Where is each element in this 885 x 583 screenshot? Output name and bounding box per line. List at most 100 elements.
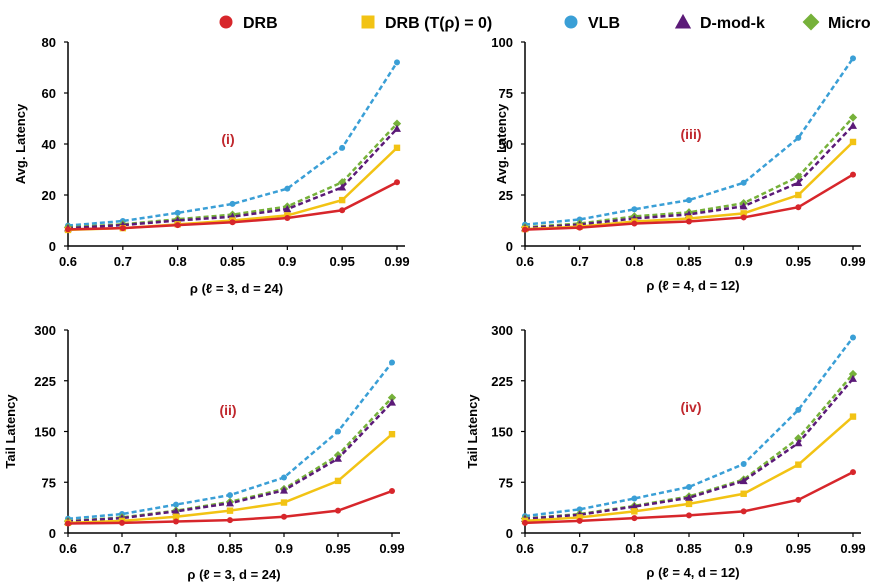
x-axis-label: ρ (ℓ = 4, d = 12)	[646, 565, 739, 580]
legend: DRB DRB (T(ρ) = 0) VLB D-mod-k Micro	[219, 13, 871, 32]
series-drb-t-0	[521, 413, 857, 525]
legend-item-drb-t-0: DRB (T(ρ) = 0)	[361, 15, 492, 32]
data-point-drb	[740, 508, 747, 515]
legend-item-drb: DRB	[219, 15, 278, 32]
data-point-d-mod-k	[393, 124, 401, 132]
data-point-drb-t-0	[280, 499, 288, 506]
chart-panel-i: 0 20 40 60 80 0.6 0.7 0.8 0.85 0.9 0.95 0.99 ρ (ℓ = …	[13, 35, 410, 296]
legend-label-vlb: VLB	[588, 15, 620, 32]
data-point-drb	[65, 226, 71, 233]
y-tick-label: 20	[42, 188, 56, 203]
data-point-drb-t-0	[795, 461, 802, 468]
data-point-d-mod-k	[338, 183, 347, 191]
data-point-drb	[795, 496, 802, 503]
data-point-vlb	[335, 428, 341, 435]
data-point-vlb	[174, 209, 181, 216]
data-point-vlb	[740, 460, 747, 467]
data-point-drb	[850, 469, 856, 476]
data-point-drb-t-0	[226, 507, 234, 514]
x-tick-label: 0.7	[571, 254, 589, 269]
data-point-drb	[576, 517, 583, 524]
chart-panels: 0 20 40 60 80 0.6 0.7 0.8 0.85 0.9 0.95 0.99 ρ (ℓ = …	[3, 35, 866, 582]
x-tick-label: 0.95	[325, 541, 350, 556]
legend-marker-vlb	[564, 15, 578, 29]
data-point-drb	[394, 179, 400, 186]
data-point-drb	[740, 214, 747, 221]
y-tick-label: 50	[499, 137, 513, 152]
data-point-drb-t-0	[685, 215, 693, 222]
chart-panel-ii: 0 75 150 225 300 0.6 0.7 0.8 0.85 0.9 0.95 0.99 ρ (ℓ…	[3, 323, 405, 582]
data-point-micro	[794, 172, 803, 181]
panel-tag: (iii)	[681, 126, 702, 142]
data-point-drb	[850, 171, 856, 178]
legend-item-micro: Micro	[802, 13, 871, 32]
x-tick-label: 0.95	[786, 541, 811, 556]
legend-marker-drb-t-0	[361, 15, 375, 29]
y-tick-label: 300	[34, 323, 56, 338]
y-tick-label: 225	[34, 374, 56, 389]
data-point-drb	[119, 225, 126, 232]
data-point-drb	[686, 512, 692, 519]
y-tick-label: 75	[42, 475, 56, 490]
data-point-d-mod-k	[849, 374, 857, 382]
data-point-d-mod-k	[388, 398, 396, 406]
data-point-drb-t-0	[393, 144, 401, 152]
data-point-drb	[227, 517, 233, 524]
x-tick-label: 0.85	[217, 541, 242, 556]
data-point-drb-t-0	[795, 191, 802, 199]
data-point-drb	[339, 207, 346, 214]
y-tick-label: 75	[499, 475, 513, 490]
x-tick-label: 0.8	[169, 254, 187, 269]
series-vlb	[522, 334, 856, 520]
data-point-drb-t-0	[334, 477, 342, 485]
data-point-vlb	[795, 134, 802, 141]
data-point-drb	[335, 507, 341, 514]
x-axis-label: ρ (ℓ = 3, d = 24)	[187, 567, 280, 582]
x-tick-label: 0.95	[330, 254, 355, 269]
data-point-drb-t-0	[631, 508, 638, 515]
x-tick-label: 0.6	[516, 254, 534, 269]
data-point-drb	[284, 214, 291, 221]
data-point-d-mod-k	[630, 502, 639, 510]
x-tick-label: 0.7	[571, 541, 589, 556]
x-tick-label: 0.95	[786, 254, 811, 269]
y-tick-label: 0	[49, 526, 56, 541]
x-tick-label: 0.99	[384, 254, 409, 269]
data-point-drb	[389, 488, 395, 495]
series-drb	[522, 469, 856, 526]
series-drb	[522, 171, 856, 233]
data-point-drb	[522, 226, 528, 233]
data-point-d-mod-k	[172, 507, 180, 515]
x-tick-label: 0.6	[516, 541, 534, 556]
data-point-vlb	[850, 55, 856, 62]
data-point-vlb	[740, 179, 747, 186]
data-point-drb	[631, 220, 638, 227]
legend-label-drb-t-0: DRB (T(ρ) = 0)	[385, 15, 492, 32]
y-axis-label: Tail Latency	[3, 394, 18, 469]
y-tick-label: 0	[506, 239, 513, 254]
y-tick-label: 40	[42, 137, 56, 152]
y-tick-label: 60	[42, 86, 56, 101]
chart-panel-iii: 0 25 50 75 100 0.6 0.7 0.8 0.85 0.9 0.95 0.99 ρ (ℓ =…	[491, 35, 865, 293]
legend-marker-micro	[802, 13, 820, 31]
x-tick-label: 0.8	[167, 541, 185, 556]
data-point-vlb	[173, 501, 179, 508]
panel-tag: (ii)	[219, 402, 236, 418]
data-point-drb	[631, 515, 638, 522]
x-tick-label: 0.7	[113, 541, 131, 556]
data-point-d-mod-k	[794, 439, 803, 447]
data-point-micro	[794, 434, 803, 443]
series-drb-t-0	[64, 431, 396, 527]
x-tick-label: 0.85	[220, 254, 245, 269]
data-point-drb	[281, 513, 287, 520]
data-point-drb	[795, 204, 802, 211]
data-point-vlb	[686, 197, 692, 204]
data-point-micro	[848, 369, 858, 379]
data-point-vlb	[795, 406, 802, 413]
x-tick-label: 0.6	[59, 541, 77, 556]
data-point-d-mod-k	[739, 202, 748, 210]
series-drb-t-0	[521, 138, 857, 233]
x-tick-label: 0.99	[840, 254, 865, 269]
series-drb	[65, 179, 400, 233]
data-point-d-mod-k	[226, 499, 234, 507]
